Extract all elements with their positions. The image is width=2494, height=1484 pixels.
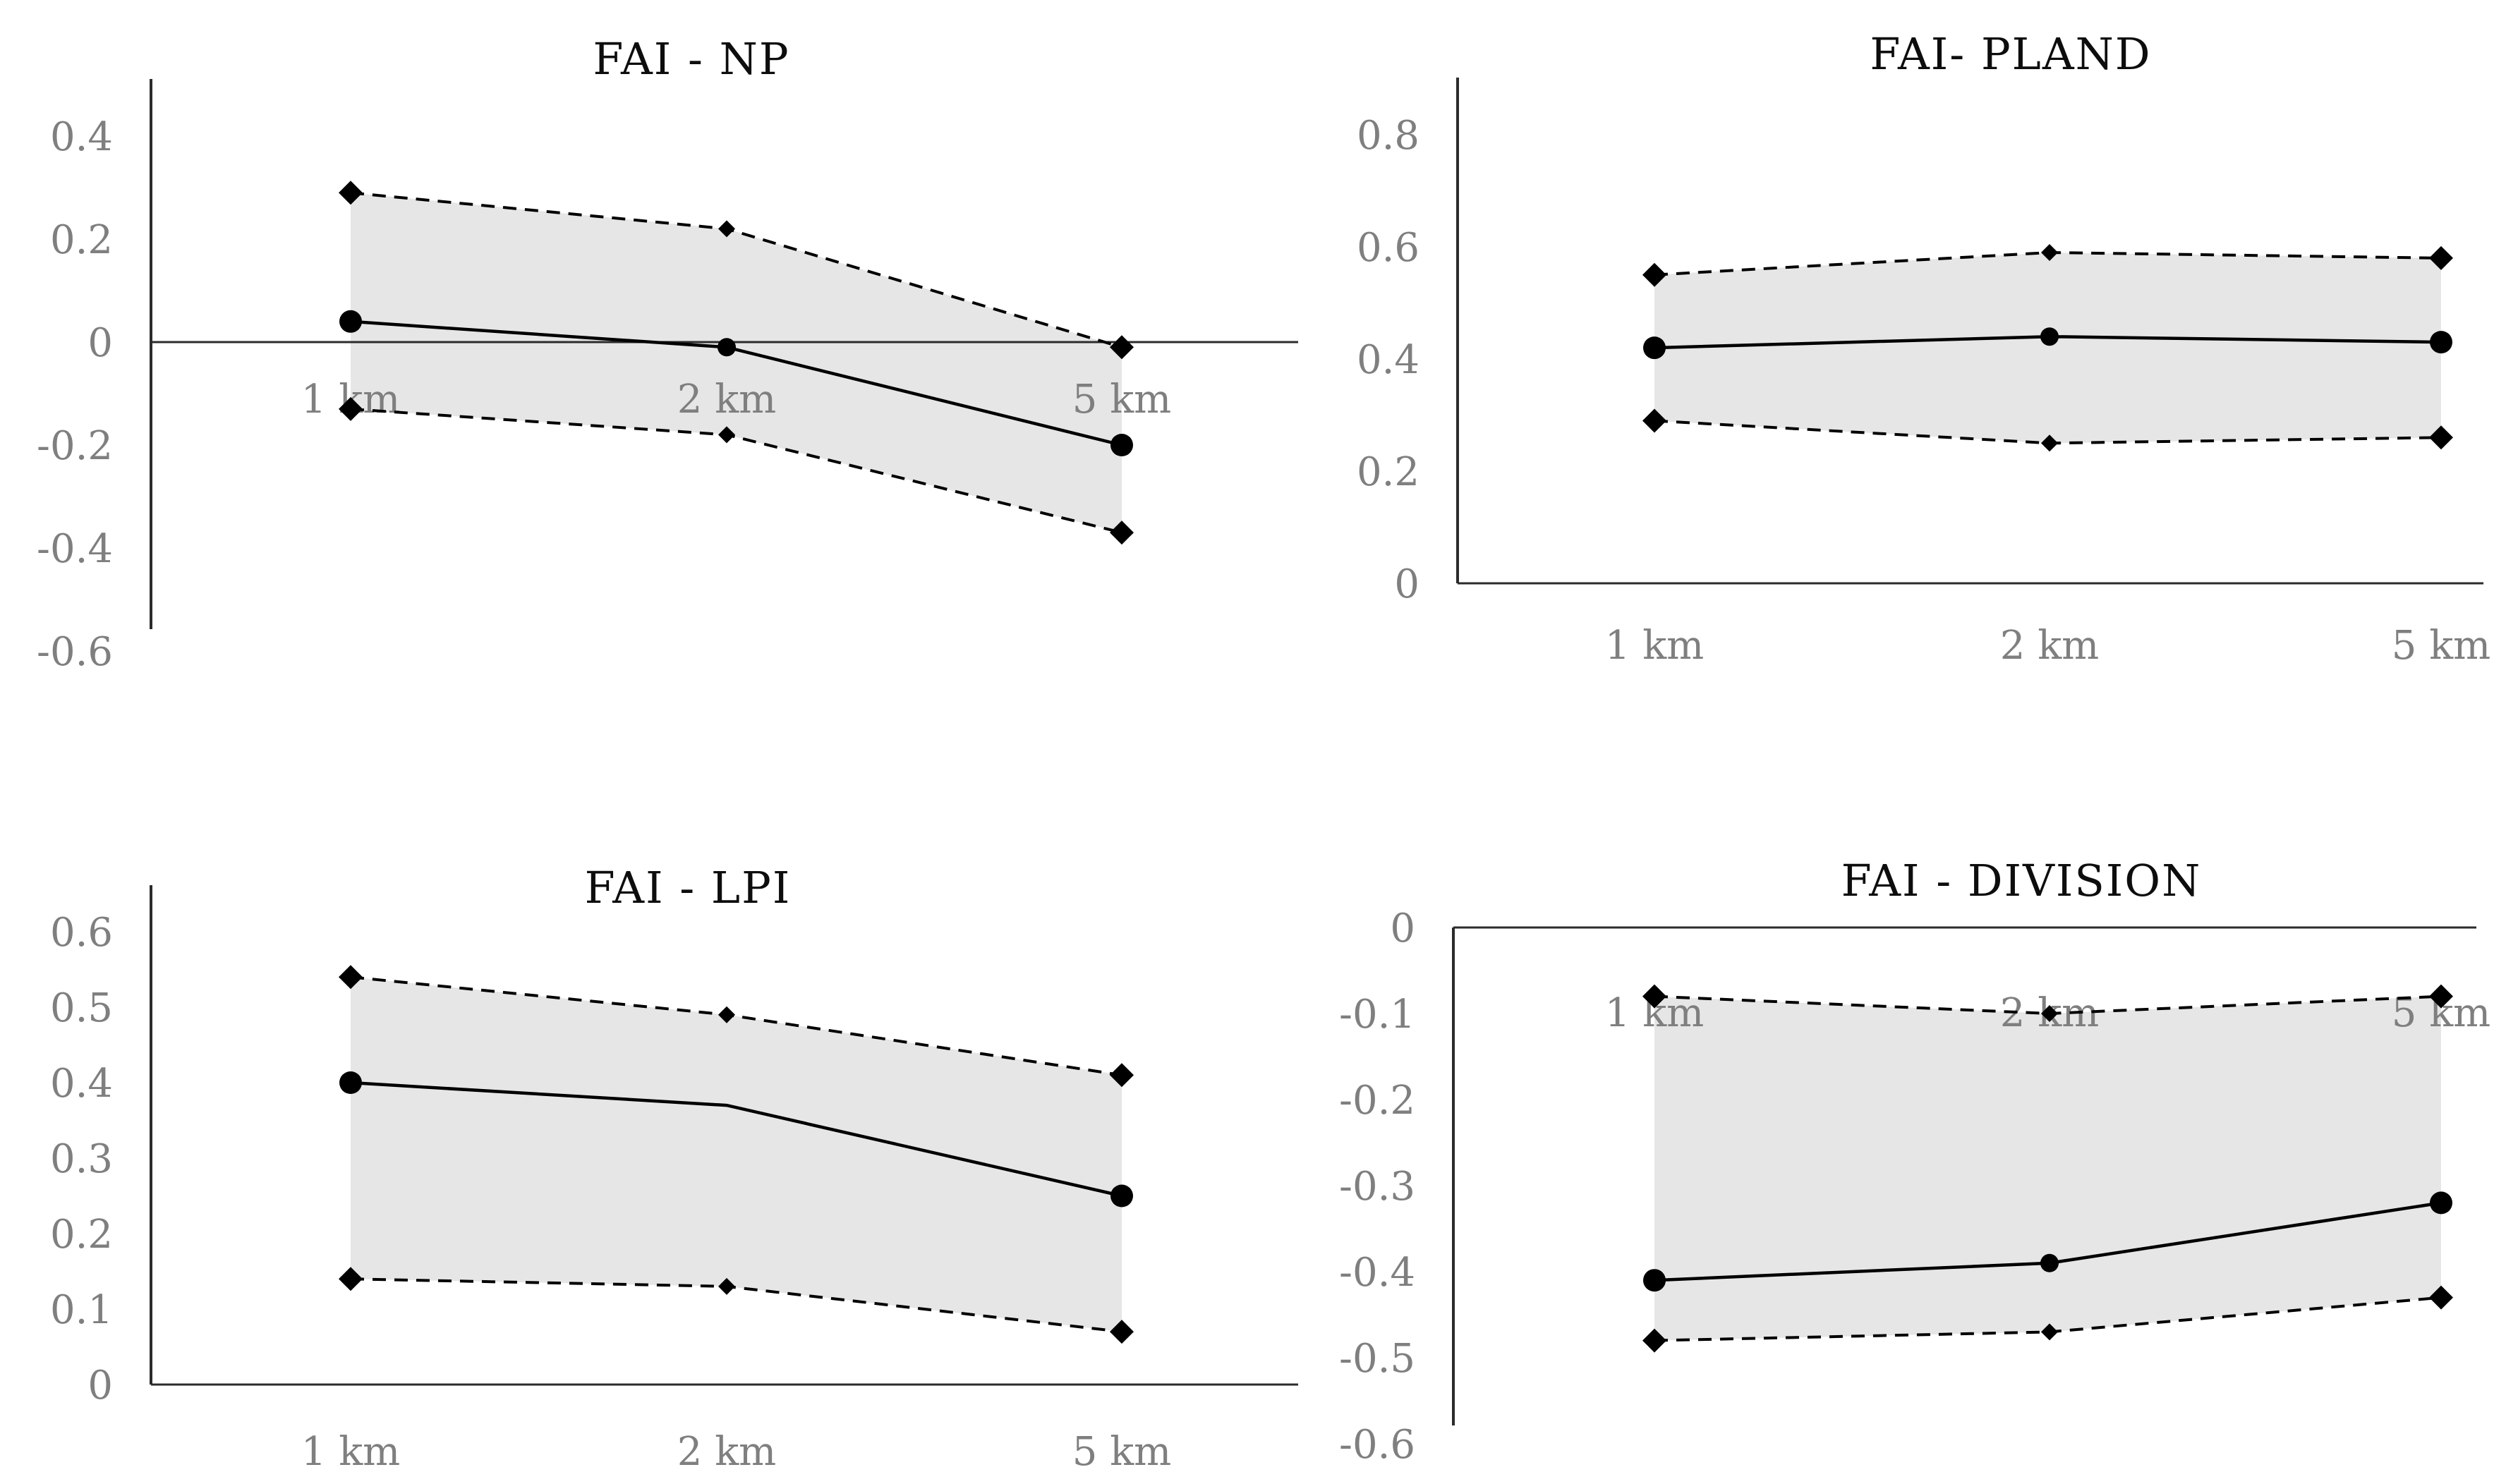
y-tick-label: 0: [1390, 906, 1415, 951]
diamond-marker: [1642, 262, 1666, 287]
diamond-marker: [339, 396, 363, 421]
x-axis-label: 1 km: [1605, 623, 1704, 669]
diamond-marker: [1642, 408, 1666, 433]
y-tick-label: 0.2: [50, 1212, 113, 1258]
y-tick-label: 0.5: [50, 985, 113, 1031]
diamond-marker: [339, 181, 363, 205]
circle-marker: [1110, 1184, 1133, 1208]
chart-title: FAI - DIVISION: [1841, 855, 2202, 906]
diamond-marker: [718, 220, 735, 238]
y-tick-label: -0.4: [37, 526, 113, 572]
diamond-marker: [2041, 434, 2058, 452]
circle-marker: [1643, 336, 1666, 360]
circle-marker: [339, 1071, 362, 1094]
diamond-marker: [2429, 425, 2453, 450]
confidence-band: [1654, 253, 2441, 444]
y-tick-label: 0.1: [50, 1287, 113, 1333]
x-axis-label: 1 km: [301, 1429, 400, 1475]
y-tick-label: -0.1: [1339, 992, 1415, 1038]
diamond-marker: [1642, 1328, 1666, 1353]
diamond-marker: [1110, 335, 1134, 360]
y-tick-label: 0.2: [50, 217, 113, 263]
chart-title: FAI - LPI: [585, 862, 792, 913]
diamond-marker: [1110, 521, 1134, 545]
circle-marker: [1110, 434, 1133, 456]
diamond-marker: [1642, 984, 1666, 1009]
x-axis-label: 5 km: [1072, 1429, 1171, 1475]
diamond-marker: [718, 1006, 735, 1023]
y-tick-label: 0: [87, 320, 113, 366]
circle-marker: [718, 338, 736, 357]
y-tick-label: 0.6: [1357, 225, 1419, 271]
diamond-marker: [1110, 1063, 1134, 1088]
diamond-marker: [718, 426, 735, 444]
y-tick-label: 0: [1394, 561, 1419, 607]
chart-title: FAI - NP: [593, 33, 789, 85]
y-tick-label: -0.4: [1339, 1250, 1415, 1296]
chart-fai-lpi: 1 km 2 km 5 km 0.6 0.5 0.4 0.3 0.2 0.1 0 FAI - LPI: [50, 862, 1298, 1475]
y-tick-label: 0.2: [1357, 449, 1419, 495]
y-tick-label: -0.5: [1339, 1336, 1415, 1382]
confidence-band: [351, 193, 1122, 533]
y-tick-label: 0.4: [1357, 337, 1419, 383]
x-axis-label: 5 km: [1072, 377, 1171, 422]
diamond-marker: [2429, 984, 2453, 1009]
diamond-marker: [2429, 245, 2453, 270]
y-tick-label: 0: [87, 1363, 113, 1409]
diamond-marker: [2041, 1323, 2058, 1341]
chart-fai-pland: 1 km 2 km 5 km 0.8 0.6 0.4 0.2 0 FAI- PLAND: [1357, 28, 2490, 669]
y-tick-label: -0.6: [1339, 1422, 1415, 1468]
y-tick-label: 0.4: [50, 114, 113, 160]
diamond-marker: [2041, 244, 2058, 261]
x-axis-label: 5 km: [2392, 623, 2490, 669]
circle-marker: [2430, 331, 2452, 354]
x-axis-label: 2 km: [2000, 623, 2099, 669]
diamond-marker: [339, 965, 363, 990]
circle-marker: [1643, 1269, 1666, 1292]
y-tick-label: 0.8: [1357, 113, 1419, 159]
y-tick-label: 0.6: [50, 910, 113, 956]
circle-marker: [2040, 1253, 2059, 1272]
chart-title: FAI- PLAND: [1870, 28, 2151, 80]
estimate-line: [350, 1081, 1122, 1198]
diamond-marker: [718, 1277, 735, 1295]
diamond-marker: [2429, 1285, 2453, 1310]
x-axis-label: 2 km: [677, 377, 776, 422]
y-tick-label: 0.3: [50, 1136, 113, 1182]
y-tick-label: -0.3: [1339, 1164, 1415, 1210]
confidence-band: [1654, 996, 2441, 1341]
diamond-marker: [1110, 1320, 1134, 1344]
confidence-band: [351, 977, 1122, 1332]
circle-marker: [2040, 327, 2059, 346]
y-tick-label: 0.4: [50, 1061, 113, 1107]
y-tick-label: -0.6: [37, 629, 113, 675]
y-tick-label: -0.2: [37, 423, 113, 469]
diamond-marker: [339, 1267, 363, 1291]
x-axis-label: 2 km: [677, 1429, 776, 1475]
chart-fai-division: 1 km 2 km 5 km0-0.1-0.2-0.3-0.4-0.5-0.6FAI…: [1339, 855, 2490, 1468]
circle-marker: [2430, 1191, 2452, 1215]
diamond-marker: [2041, 1005, 2058, 1022]
y-tick-label: -0.2: [1339, 1078, 1415, 1124]
circle-marker: [339, 310, 362, 333]
